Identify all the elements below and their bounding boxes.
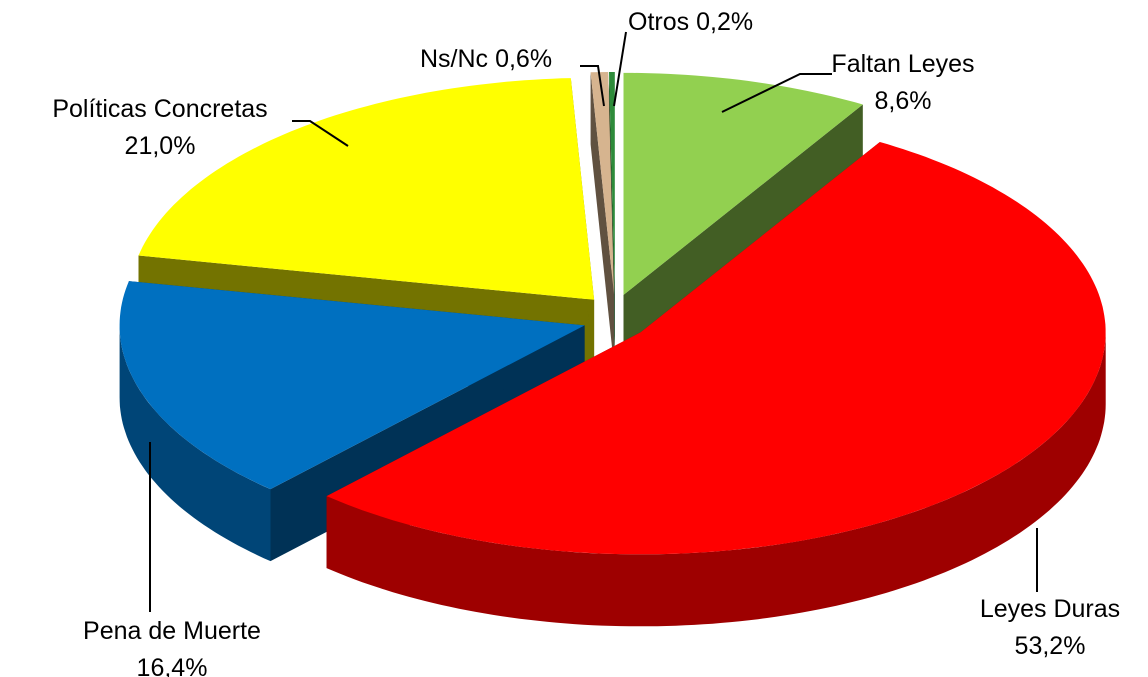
slice-label-line: Otros 0,2%: [628, 8, 753, 36]
slice-value-label: 0,2%: [696, 8, 753, 36]
slice-wall: [326, 332, 1106, 627]
slice: [326, 142, 1106, 627]
slice-top: [326, 142, 1106, 555]
slice-wall: [119, 325, 271, 562]
slice: [590, 72, 614, 367]
slice-label: Políticas Concretas: [52, 95, 267, 123]
slice-label: Ns/Nc: [420, 45, 488, 73]
slice-label: Leyes Duras: [980, 595, 1120, 623]
slice-top: [119, 281, 585, 490]
slice-value-label: 16,4%: [137, 654, 208, 677]
slice-value-label: 8,6%: [875, 87, 932, 115]
slice-label: Faltan Leyes: [831, 50, 974, 78]
slice-value-label: 0,6%: [495, 45, 552, 73]
slice-side: [590, 72, 614, 367]
slice-label: Otros: [628, 8, 689, 36]
leader-line: [613, 31, 627, 107]
leader-line: [721, 73, 832, 113]
slice-label-line: Ns/Nc 0,6%: [420, 45, 552, 73]
slice-top: [590, 72, 614, 294]
slice-top: [623, 72, 863, 295]
leader-line: [292, 120, 349, 147]
slice-value-label: 53,2%: [1015, 632, 1086, 660]
slice-top: [138, 78, 595, 300]
slice-label: Pena de Muerte: [83, 617, 261, 645]
slice-value-label: 21,0%: [125, 132, 196, 160]
slice-top: [609, 72, 615, 294]
leader-line: [580, 65, 605, 107]
